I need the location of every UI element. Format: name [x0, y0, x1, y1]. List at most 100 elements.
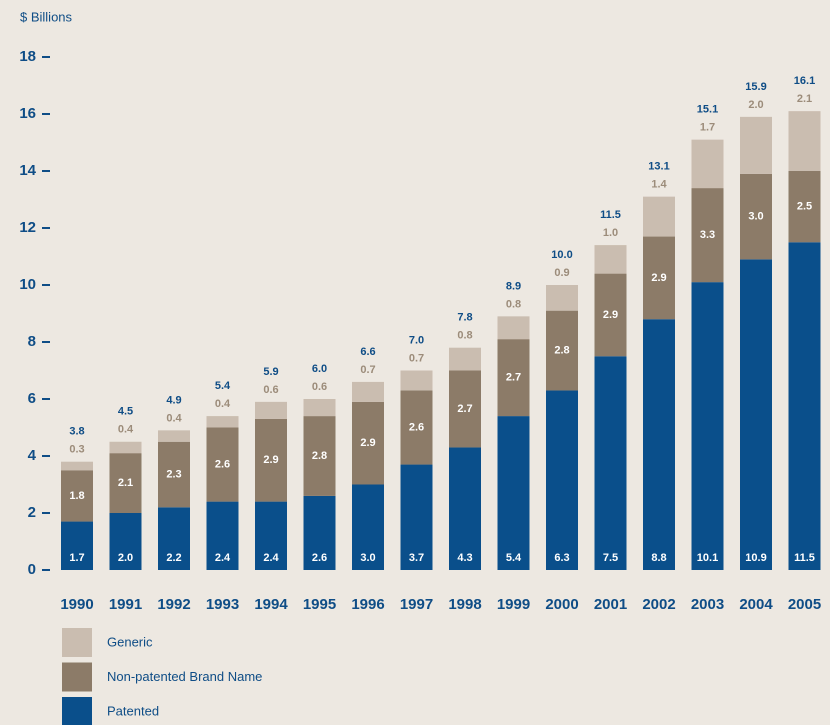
bar-segment: [497, 339, 530, 417]
x-tick-label: 2002: [642, 596, 675, 613]
bar-segment: [740, 173, 772, 260]
bar-segment: [594, 356, 627, 570]
bar-segment: [400, 370, 433, 391]
bar-segment: [206, 501, 239, 570]
data-label: 2.6: [409, 421, 424, 433]
y-tick-label: 14: [19, 162, 36, 179]
data-label: 2.9: [651, 272, 666, 284]
data-label: 2.9: [360, 437, 375, 449]
data-label: 2.4: [215, 552, 231, 564]
data-label: 2.7: [506, 372, 521, 384]
legend-label: Generic: [107, 634, 153, 649]
y-tick-label: 18: [19, 48, 36, 65]
bar-segment: [740, 116, 772, 174]
x-tick-label: 1990: [60, 596, 93, 613]
bar-segment: [303, 399, 336, 417]
data-label: 2.9: [263, 454, 278, 466]
data-label: 1.8: [69, 490, 84, 502]
bar-segment: [643, 196, 675, 237]
y-tick-label: 4: [28, 447, 37, 464]
total-label: 6.6: [360, 346, 375, 358]
y-tick-label: 10: [19, 276, 36, 293]
bar-segment: [206, 427, 239, 502]
bar-segment: [691, 139, 724, 189]
data-label: 2.0: [748, 99, 763, 111]
bar-segment: [546, 310, 578, 391]
bar-segment: [691, 188, 724, 283]
bar-segment: [303, 416, 336, 496]
bar-segment: [109, 453, 142, 513]
legend-swatch: [62, 662, 92, 692]
data-label: 3.3: [700, 229, 715, 241]
y-tick-label: 8: [28, 333, 36, 350]
data-label: 2.5: [797, 201, 812, 213]
data-label: 0.4: [118, 424, 134, 436]
data-label: 11.5: [794, 552, 815, 564]
bar-segment: [352, 401, 384, 485]
bar-segment: [303, 495, 336, 570]
bar-segment: [255, 401, 287, 419]
data-label: 2.6: [312, 552, 327, 564]
data-label: 2.0: [118, 552, 133, 564]
data-label: 3.0: [748, 211, 763, 223]
y-tick-label: 0: [28, 561, 36, 578]
data-label: 2.1: [797, 93, 812, 105]
x-tick-label: 1993: [206, 596, 239, 613]
bar-segment: [788, 242, 821, 570]
data-label: 2.2: [166, 552, 181, 564]
bar-segment: [643, 236, 675, 320]
bar-segment: [740, 259, 772, 570]
bar-segment: [643, 319, 675, 570]
total-label: 7.8: [457, 312, 472, 324]
bar-segment: [788, 171, 821, 243]
total-label: 3.8: [69, 426, 84, 438]
data-label: 0.6: [312, 381, 327, 393]
data-label: 0.6: [263, 384, 278, 396]
total-label: 15.1: [697, 104, 718, 116]
data-label: 2.8: [554, 344, 569, 356]
data-label: 7.5: [603, 552, 618, 564]
legend-swatch: [62, 628, 92, 657]
data-label: 1.4: [651, 179, 667, 191]
bar-segment: [594, 273, 627, 357]
data-label: 1.7: [700, 122, 715, 134]
x-tick-label: 1996: [351, 596, 384, 613]
data-label: 2.1: [118, 477, 133, 489]
bar-segment: [497, 416, 530, 570]
bar-segment: [158, 507, 190, 570]
bar-segment: [400, 464, 433, 570]
data-label: 1.0: [603, 227, 618, 239]
bar-segment: [449, 347, 481, 371]
bar-segment: [546, 390, 578, 570]
legend-label: Patented: [107, 703, 159, 718]
total-label: 16.1: [794, 75, 815, 87]
data-label: 3.7: [409, 552, 424, 564]
y-axis-label: $ Billions: [20, 9, 73, 24]
x-tick-label: 1992: [157, 596, 190, 613]
bar-segment: [158, 441, 190, 508]
data-label: 0.4: [166, 412, 182, 424]
bar-segment: [497, 316, 530, 340]
total-label: 10.0: [551, 249, 572, 261]
x-tick-label: 1991: [109, 596, 142, 613]
data-label: 4.3: [457, 552, 472, 564]
data-label: 6.3: [554, 552, 569, 564]
y-tick-label: 16: [19, 105, 36, 122]
bar-segment: [61, 461, 93, 471]
data-label: 2.6: [215, 458, 230, 470]
data-label: 2.3: [166, 468, 181, 480]
total-label: 6.0: [312, 363, 327, 375]
total-label: 4.5: [118, 406, 133, 418]
x-tick-label: 2004: [739, 596, 773, 613]
bar-segment: [449, 447, 481, 570]
bar-segment: [109, 513, 142, 570]
bar-segment: [788, 111, 821, 171]
data-label: 5.4: [506, 552, 522, 564]
bar-segment: [206, 416, 239, 428]
data-label: 0.4: [215, 398, 231, 410]
total-label: 11.5: [600, 209, 621, 221]
total-label: 13.1: [648, 161, 669, 173]
legend-swatch: [62, 697, 92, 725]
x-tick-label: 2000: [545, 596, 578, 613]
